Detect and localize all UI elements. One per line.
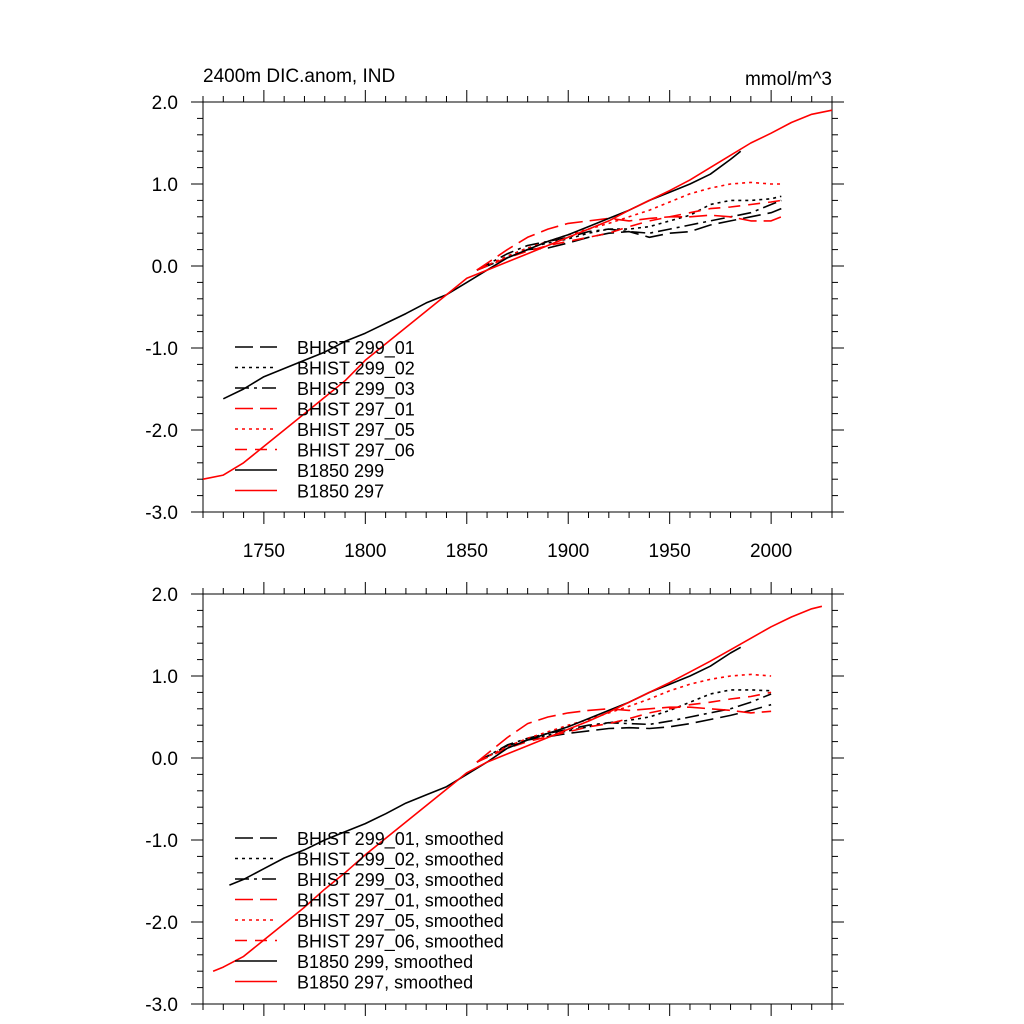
- y-tick-label: 1.0: [152, 667, 178, 688]
- legend-label: BHIST 297_06: [297, 441, 415, 462]
- legend-item: B1850 297: [235, 482, 384, 502]
- series-line-4: [476, 673, 772, 763]
- chart-title: 2400m DIC.anom, IND: [203, 66, 395, 87]
- series-line-2: [476, 199, 782, 271]
- series-line-0: [476, 703, 772, 763]
- legend-label: BHIST 297_01, smoothed: [297, 891, 504, 912]
- x-tick-label: 2000: [750, 541, 792, 562]
- top-chart-panel: 2400m DIC.anom, IND mmol/m^3 -3.0 -2.0 -1.…: [145, 66, 844, 562]
- legend-label: B1850 297: [297, 482, 384, 502]
- x-tick-label: 1750: [243, 541, 285, 562]
- legend-label: BHIST 299_02, smoothed: [297, 850, 504, 871]
- y-tick-label: 2.0: [152, 585, 178, 606]
- y-tick-label: 1.0: [152, 175, 178, 196]
- series-lines: [202, 109, 833, 480]
- axis-ticks: [191, 582, 844, 1016]
- series-line-1: [476, 689, 772, 763]
- legend-item: B1850 299, smoothed: [235, 952, 473, 972]
- legend-label: BHIST 299_03, smoothed: [297, 870, 504, 891]
- y-tick-label: 2.0: [152, 93, 178, 114]
- series-line-5: [476, 199, 782, 271]
- x-tick-label: 1950: [649, 541, 691, 562]
- legend-label: BHIST 299_01: [297, 338, 415, 359]
- legend-label: BHIST 297_05: [297, 420, 415, 441]
- legend-item: BHIST 297_01: [235, 400, 415, 421]
- series-line-1: [476, 195, 782, 271]
- series-lines: [212, 605, 823, 972]
- legend-item: BHIST 297_05, smoothed: [235, 911, 504, 932]
- series-line-3: [476, 706, 772, 763]
- y-tick-label: -2.0: [145, 913, 178, 934]
- legend-label: BHIST 299_01, smoothed: [297, 829, 504, 850]
- legend-label: BHIST 297_05, smoothed: [297, 911, 504, 932]
- series-line-7: [212, 605, 823, 972]
- series-line-7: [202, 109, 833, 480]
- legend-item: BHIST 297_06, smoothed: [235, 932, 504, 953]
- legend-item: BHIST 299_03: [235, 379, 415, 400]
- legend-item: B1850 299: [235, 461, 384, 481]
- plot-frame: [202, 101, 833, 513]
- legend-label: B1850 299, smoothed: [297, 952, 473, 972]
- legend-item: BHIST 297_01, smoothed: [235, 891, 504, 912]
- bottom-chart-panel: -3.0 -2.0 -1.0 0.0 1.0 2.0 BHIST 299_01, smoo…: [145, 582, 844, 1016]
- y-tick-labels: -3.0 -2.0 -1.0 0.0 1.0 2.0: [145, 585, 178, 1016]
- series-line-5: [476, 691, 772, 763]
- y-tick-label: -3.0: [145, 503, 178, 524]
- series-line-4: [476, 181, 782, 271]
- legend-item: BHIST 299_01: [235, 338, 415, 359]
- units-label: mmol/m^3: [745, 69, 832, 90]
- legend-item: BHIST 299_01, smoothed: [235, 829, 504, 850]
- plot-frame: [202, 593, 833, 1005]
- y-tick-label: 0.0: [152, 257, 178, 278]
- legend-label: B1850 299: [297, 461, 384, 481]
- legend-item: B1850 297, smoothed: [235, 973, 473, 993]
- legend-label: BHIST 299_03: [297, 379, 415, 400]
- y-tick-label: -3.0: [145, 995, 178, 1016]
- x-tick-label: 1800: [344, 541, 386, 562]
- legend-item: BHIST 299_03, smoothed: [235, 870, 504, 891]
- y-tick-labels: -3.0 -2.0 -1.0 0.0 1.0 2.0: [145, 93, 178, 524]
- y-tick-label: -1.0: [145, 831, 178, 852]
- legend-label: BHIST 297_01: [297, 400, 415, 421]
- y-tick-label: -2.0: [145, 421, 178, 442]
- y-tick-label: 0.0: [152, 749, 178, 770]
- x-tick-labels: 1750 1800 1850 1900 1950 2000: [243, 541, 793, 562]
- x-tick-label: 1900: [547, 541, 589, 562]
- legend-item: BHIST 299_02: [235, 359, 415, 380]
- legend-label: BHIST 299_02: [297, 359, 415, 380]
- legend-label: B1850 297, smoothed: [297, 973, 473, 993]
- x-tick-label: 1850: [446, 541, 488, 562]
- series-line-3: [476, 214, 782, 271]
- series-line-0: [476, 207, 782, 271]
- legend-item: BHIST 297_05: [235, 420, 415, 441]
- legend-item: BHIST 297_06: [235, 441, 415, 462]
- y-tick-label: -1.0: [145, 339, 178, 360]
- legend-label: BHIST 297_06, smoothed: [297, 932, 504, 953]
- axis-ticks: [191, 90, 844, 524]
- legend-item: BHIST 299_02, smoothed: [235, 850, 504, 871]
